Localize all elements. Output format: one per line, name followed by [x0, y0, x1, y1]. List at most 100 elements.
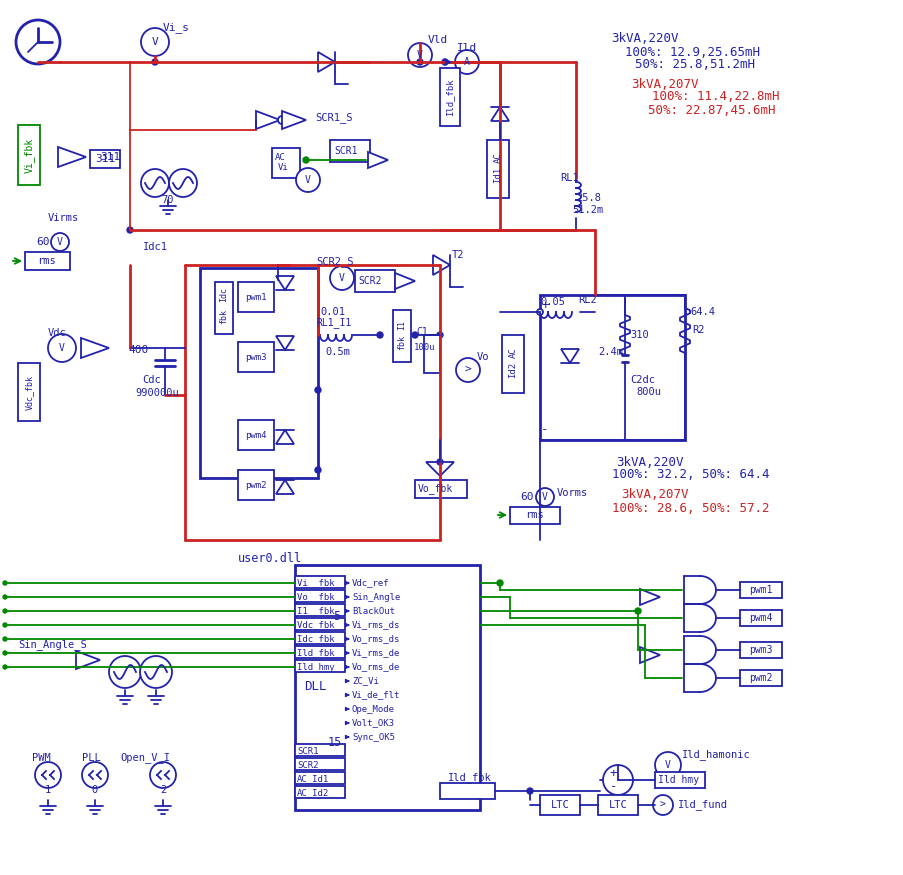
Text: 0.01: 0.01 — [320, 307, 345, 317]
Circle shape — [51, 233, 69, 251]
Circle shape — [126, 227, 133, 233]
Text: Sin_Angle_S: Sin_Angle_S — [18, 640, 87, 650]
Text: LTC: LTC — [550, 800, 569, 810]
Bar — [740, 642, 781, 658]
Text: 51.2m: 51.2m — [572, 205, 602, 215]
Bar — [90, 150, 120, 168]
Polygon shape — [275, 336, 293, 350]
Text: 100%: 28.6, 50%: 57.2: 100%: 28.6, 50%: 57.2 — [611, 501, 768, 514]
Circle shape — [416, 59, 423, 65]
Circle shape — [109, 656, 141, 688]
Circle shape — [655, 752, 680, 778]
Bar — [294, 758, 345, 770]
Bar — [294, 772, 345, 784]
Text: I1: I1 — [397, 320, 406, 330]
Text: 100%: 11.4,22.8mH: 100%: 11.4,22.8mH — [651, 90, 778, 103]
Bar — [294, 744, 345, 756]
Circle shape — [48, 334, 76, 362]
Text: pwm2: pwm2 — [245, 480, 266, 489]
Text: R2: R2 — [691, 325, 703, 335]
Text: AC: AC — [493, 152, 502, 164]
Circle shape — [436, 332, 442, 338]
Polygon shape — [275, 276, 293, 290]
Text: SCR1: SCR1 — [333, 146, 357, 156]
Text: 50%: 22.87,45.6mH: 50%: 22.87,45.6mH — [647, 103, 775, 116]
Circle shape — [3, 651, 7, 655]
Bar — [539, 795, 580, 815]
Bar — [294, 590, 345, 602]
Text: Vi  fbk: Vi fbk — [297, 578, 334, 587]
Text: Sync_OK5: Sync_OK5 — [351, 732, 395, 741]
Text: V: V — [339, 273, 345, 283]
Polygon shape — [433, 255, 450, 275]
Text: AC_Id2: AC_Id2 — [297, 788, 329, 797]
Text: 311: 311 — [100, 152, 120, 162]
Polygon shape — [490, 107, 508, 121]
Bar — [655, 772, 704, 788]
Circle shape — [454, 50, 479, 74]
Text: 3kVA,207V: 3kVA,207V — [630, 78, 698, 90]
Text: SCR2: SCR2 — [358, 276, 381, 286]
Text: Ild: Ild — [457, 43, 477, 53]
Text: SCR2: SCR2 — [297, 760, 318, 769]
Circle shape — [140, 656, 172, 688]
Text: Vo_rms_ds: Vo_rms_ds — [351, 634, 400, 643]
Text: Ild_hamonic: Ild_hamonic — [681, 750, 749, 760]
Text: 5: 5 — [332, 611, 340, 624]
Text: 25.8: 25.8 — [575, 193, 600, 203]
Circle shape — [436, 459, 442, 465]
Bar — [294, 646, 345, 658]
Text: Vdc: Vdc — [48, 328, 67, 338]
Text: +: + — [610, 766, 617, 780]
Polygon shape — [81, 338, 109, 358]
Bar — [740, 582, 781, 598]
Circle shape — [526, 788, 533, 794]
Text: Idc: Idc — [219, 288, 228, 303]
Text: pwm1: pwm1 — [245, 292, 266, 302]
Text: V: V — [57, 237, 63, 247]
Bar — [294, 618, 345, 630]
Text: >: > — [659, 800, 666, 810]
Bar — [598, 795, 638, 815]
Bar — [414, 480, 467, 498]
Text: Virms: Virms — [48, 213, 79, 223]
Text: Vo_rms_de: Vo_rms_de — [351, 662, 400, 671]
Text: Ild_fbk: Ild_fbk — [445, 78, 454, 116]
Text: 50%: 25.8,51.2mH: 50%: 25.8,51.2mH — [634, 59, 754, 72]
Text: rms: rms — [525, 510, 544, 520]
Text: Vi: Vi — [278, 164, 288, 172]
Text: 0.05: 0.05 — [539, 297, 564, 307]
Circle shape — [150, 762, 176, 788]
Circle shape — [141, 28, 169, 56]
Text: Idc1: Idc1 — [143, 242, 168, 252]
Text: 1: 1 — [45, 785, 51, 795]
Text: Vdc_ref: Vdc_ref — [351, 578, 389, 587]
Text: 100%: 32.2, 50%: 64.4: 100%: 32.2, 50%: 64.4 — [611, 468, 768, 481]
Text: 990000u: 990000u — [135, 388, 179, 398]
Circle shape — [3, 595, 7, 599]
Text: V: V — [416, 50, 423, 60]
Text: SCR1_S: SCR1_S — [314, 113, 352, 123]
Text: 100%: 12.9,25.65mH: 100%: 12.9,25.65mH — [624, 46, 759, 59]
Polygon shape — [318, 52, 335, 72]
Text: Ild_fund: Ild_fund — [677, 800, 727, 810]
Text: AC_Id1: AC_Id1 — [297, 774, 329, 783]
Circle shape — [314, 387, 321, 393]
Bar — [272, 148, 300, 178]
Polygon shape — [76, 651, 100, 669]
Polygon shape — [282, 111, 305, 129]
Polygon shape — [256, 111, 280, 129]
Bar — [440, 68, 460, 126]
Polygon shape — [368, 152, 387, 168]
Circle shape — [3, 665, 7, 669]
Text: V: V — [304, 175, 311, 185]
Text: 0: 0 — [92, 785, 98, 795]
Text: PLL: PLL — [82, 753, 100, 763]
Text: user0.dll: user0.dll — [237, 551, 302, 564]
Text: SCR2_S: SCR2_S — [316, 256, 353, 268]
Text: BlackOut: BlackOut — [351, 606, 395, 615]
Circle shape — [82, 762, 107, 788]
Text: 0.5m: 0.5m — [325, 347, 349, 357]
Text: 800u: 800u — [636, 387, 660, 397]
Circle shape — [497, 580, 502, 586]
